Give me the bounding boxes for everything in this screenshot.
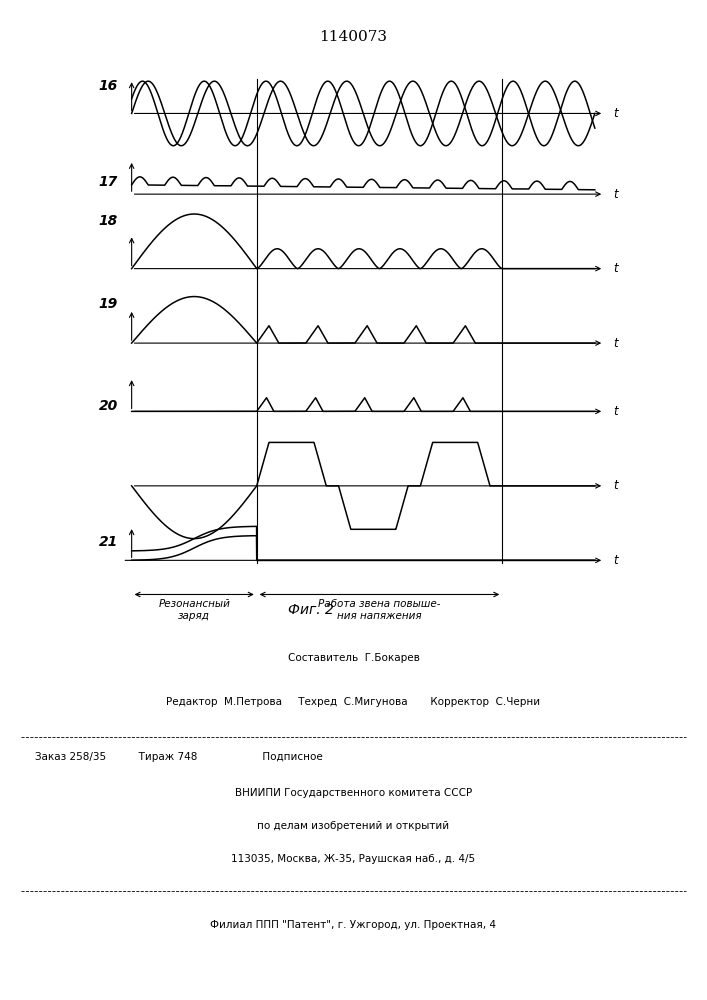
Text: 113035, Москва, Ж-35, Раушская наб., д. 4/5: 113035, Москва, Ж-35, Раушская наб., д. …	[231, 854, 476, 864]
Text: 21: 21	[98, 535, 118, 549]
Text: Работа звена повыше-
ния напяжения: Работа звена повыше- ния напяжения	[318, 599, 440, 621]
Text: Резонансный
заряд: Резонансный заряд	[158, 599, 230, 621]
Text: ВНИИПИ Государственного комитета СССР: ВНИИПИ Государственного комитета СССР	[235, 788, 472, 798]
Text: 16: 16	[98, 79, 118, 93]
Text: t: t	[614, 405, 618, 418]
Text: 19: 19	[98, 297, 118, 311]
Text: Фиг. 2: Фиг. 2	[288, 603, 334, 617]
Text: t: t	[614, 262, 618, 275]
Text: Заказ 258/35          Тираж 748                    Подписное: Заказ 258/35 Тираж 748 Подписное	[35, 752, 323, 762]
Text: 20: 20	[98, 399, 118, 413]
Text: t: t	[614, 479, 618, 492]
Text: Редактор  М.Петрова     Техред  С.Мигунова       Корректор  С.Черни: Редактор М.Петрова Техред С.Мигунова Кор…	[166, 697, 541, 707]
Text: t: t	[614, 554, 618, 567]
Text: 1140073: 1140073	[320, 30, 387, 44]
Text: Филиал ППП "Патент", г. Ужгород, ул. Проектная, 4: Филиал ППП "Патент", г. Ужгород, ул. Про…	[211, 920, 496, 930]
Text: Составитель  Г.Бокарев: Составитель Г.Бокарев	[288, 653, 419, 663]
Text: t: t	[614, 337, 618, 350]
Text: t: t	[614, 188, 618, 201]
Text: 18: 18	[98, 214, 118, 228]
Text: 17: 17	[98, 175, 118, 189]
Text: по делам изобретений и открытий: по делам изобретений и открытий	[257, 821, 450, 831]
Text: t: t	[614, 107, 618, 120]
